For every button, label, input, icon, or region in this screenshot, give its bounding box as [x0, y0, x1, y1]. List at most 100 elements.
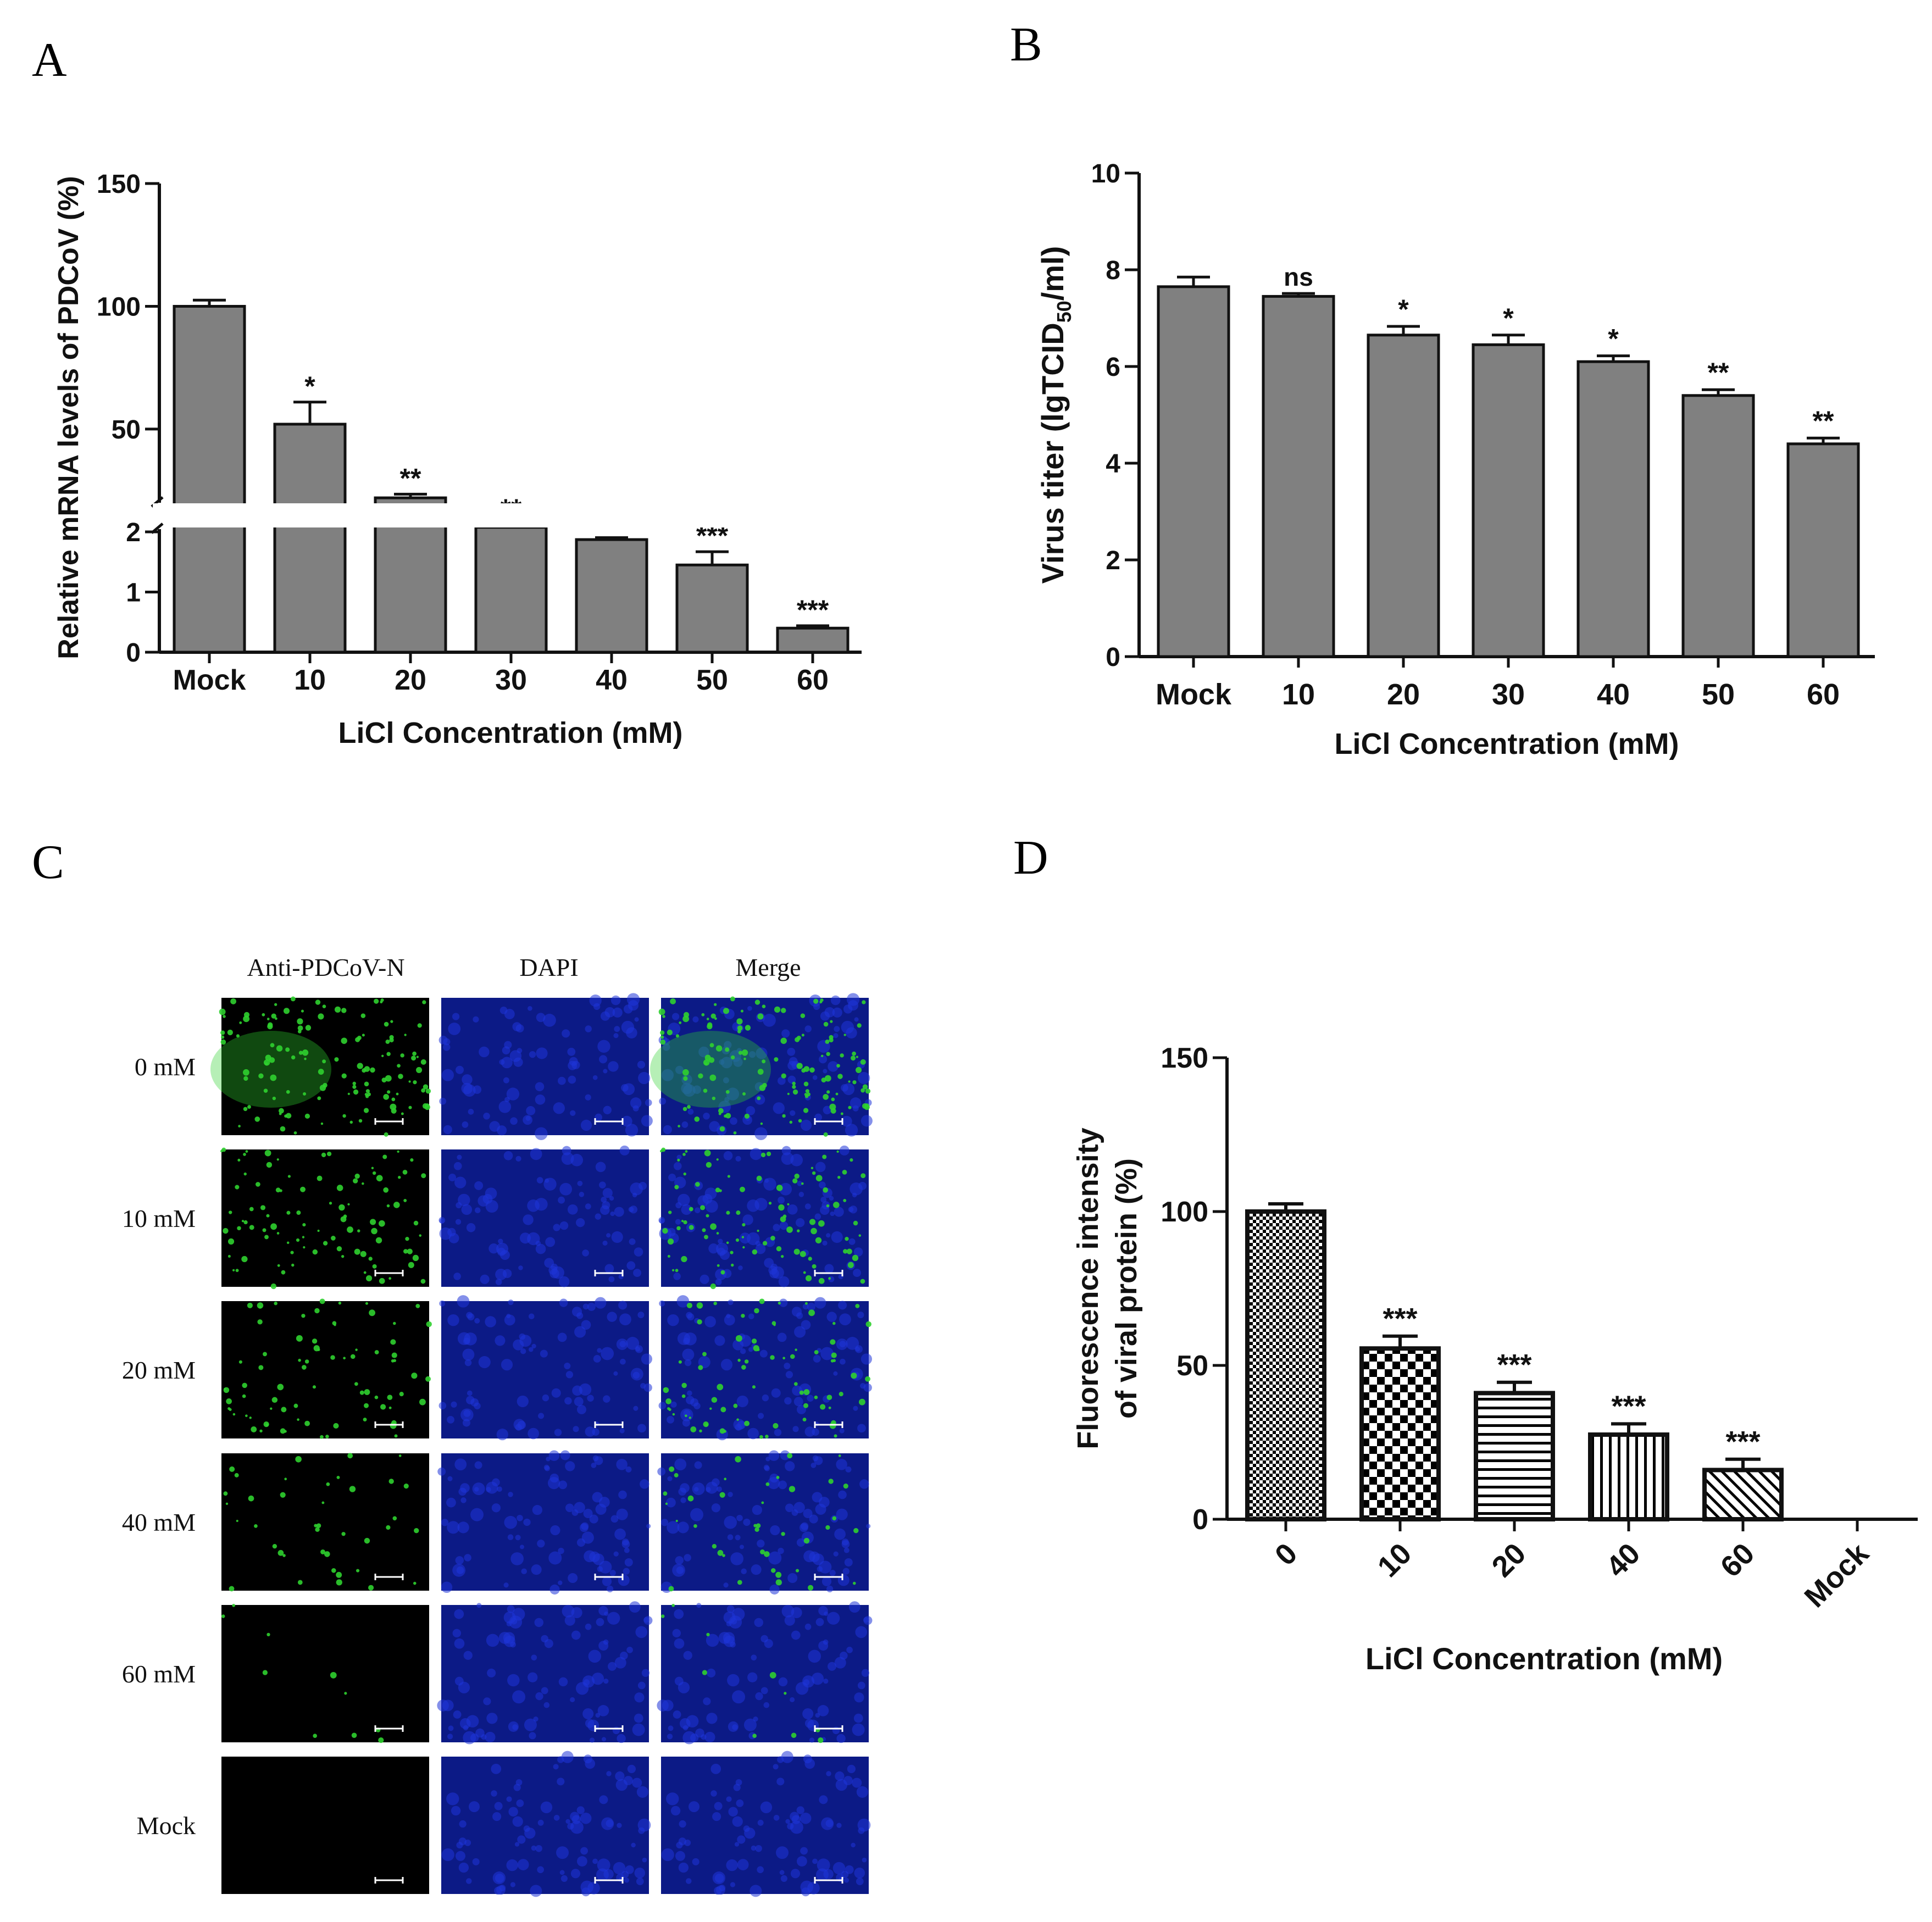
nucleus [826, 1585, 834, 1592]
nucleus [466, 1878, 472, 1884]
nucleus [840, 1358, 846, 1365]
y-axis-title: Virus titer (lgTCID50/ml) [1035, 246, 1075, 584]
nucleus [632, 1723, 645, 1736]
infected-cell [363, 1108, 369, 1113]
nucleus [817, 1566, 823, 1572]
nucleus [748, 1051, 756, 1058]
nucleus [851, 1842, 856, 1848]
nucleus [574, 1502, 585, 1514]
nucleus [592, 1858, 598, 1864]
nucleus [754, 1198, 768, 1211]
nucleus [771, 1388, 781, 1398]
infected-cell [675, 1269, 679, 1273]
infected-cell [800, 1013, 806, 1018]
infected-cell [848, 1106, 852, 1109]
nucleus [479, 1046, 490, 1058]
infected-cell [381, 1054, 384, 1057]
nucleus [862, 1857, 867, 1863]
infected-cell [832, 1321, 836, 1325]
panel-letter-c: C [32, 836, 64, 889]
infected-cell [812, 1171, 816, 1175]
infected-cell [243, 1172, 247, 1176]
nucleus [515, 1535, 521, 1541]
bar [1702, 1468, 1784, 1521]
infected-cell [769, 1671, 776, 1679]
nucleus [714, 1802, 723, 1810]
nucleus [460, 1497, 467, 1503]
infected-cell [745, 1025, 751, 1031]
nucleus [760, 1635, 768, 1643]
nucleus [715, 1279, 722, 1285]
nucleus [558, 1480, 568, 1490]
infected-cell [803, 1389, 810, 1395]
bar [1588, 1432, 1669, 1521]
nucleus [667, 1314, 679, 1326]
infected-cell [287, 1175, 291, 1178]
infected-cell [368, 1257, 373, 1261]
infected-cell [325, 1435, 329, 1438]
nucleus [530, 1885, 542, 1897]
nucleus [743, 1825, 750, 1832]
nucleus [734, 1842, 740, 1847]
infected-cell [414, 1528, 419, 1534]
infected-cell [791, 1732, 797, 1738]
nucleus [634, 1247, 643, 1257]
nucleus [738, 1265, 743, 1270]
nucleus [585, 1719, 595, 1728]
infected-cell [829, 1035, 834, 1040]
infected-cell [397, 1150, 399, 1153]
nucleus [663, 1125, 672, 1134]
infected-cell [843, 1198, 847, 1202]
nucleus [565, 1461, 575, 1471]
nucleus [541, 1687, 548, 1695]
significance-label: * [1503, 303, 1514, 334]
x-tick-label: 60 [1807, 678, 1840, 711]
y-axis-title-line1: Fluorescence intensity [1072, 1127, 1104, 1449]
nucleus [585, 1025, 592, 1032]
infected-cell [660, 1614, 665, 1618]
nucleus [606, 1585, 614, 1592]
nucleus [455, 1219, 462, 1225]
infected-cell [376, 1175, 383, 1182]
nucleus [823, 1069, 828, 1074]
nucleus [517, 1420, 526, 1430]
infected-cell [282, 1554, 286, 1557]
infected-cell [391, 1352, 397, 1358]
nucleus [553, 1764, 559, 1770]
infected-cell [264, 1235, 269, 1240]
nucleus [807, 1881, 820, 1895]
nucleus [781, 1604, 795, 1618]
nucleus [567, 1823, 574, 1830]
infected-cell [388, 1277, 392, 1280]
nucleus [536, 1177, 543, 1184]
nucleus [629, 1206, 638, 1214]
nucleus [853, 1406, 858, 1411]
infected-cell [856, 1066, 862, 1073]
infected-cell [220, 1149, 223, 1153]
infected-cell [754, 1527, 759, 1532]
nucleus [657, 1699, 669, 1712]
micrograph [661, 1149, 869, 1287]
infected-cell [672, 1413, 675, 1416]
infected-cell [286, 1210, 291, 1215]
infected-cell [392, 1516, 397, 1521]
nucleus [565, 1371, 574, 1379]
bar [1474, 1391, 1555, 1521]
nucleus [630, 1097, 642, 1109]
nucleus [455, 1851, 466, 1861]
nucleus [698, 1046, 709, 1058]
infected-cell [720, 1270, 725, 1275]
infected-cell [342, 1114, 346, 1118]
infected-cell [365, 1302, 369, 1305]
infected-cell [300, 1186, 306, 1192]
infected-cell [416, 1066, 423, 1073]
nucleus [623, 1568, 630, 1575]
infected-cell [426, 1321, 432, 1327]
infected-cell [382, 1154, 387, 1159]
nucleus [808, 1649, 821, 1663]
infected-cell [296, 1238, 300, 1242]
nucleus [565, 1819, 570, 1824]
infected-cell [760, 1549, 765, 1554]
infected-cell [760, 1122, 763, 1125]
row-label: Mock [137, 1812, 196, 1840]
